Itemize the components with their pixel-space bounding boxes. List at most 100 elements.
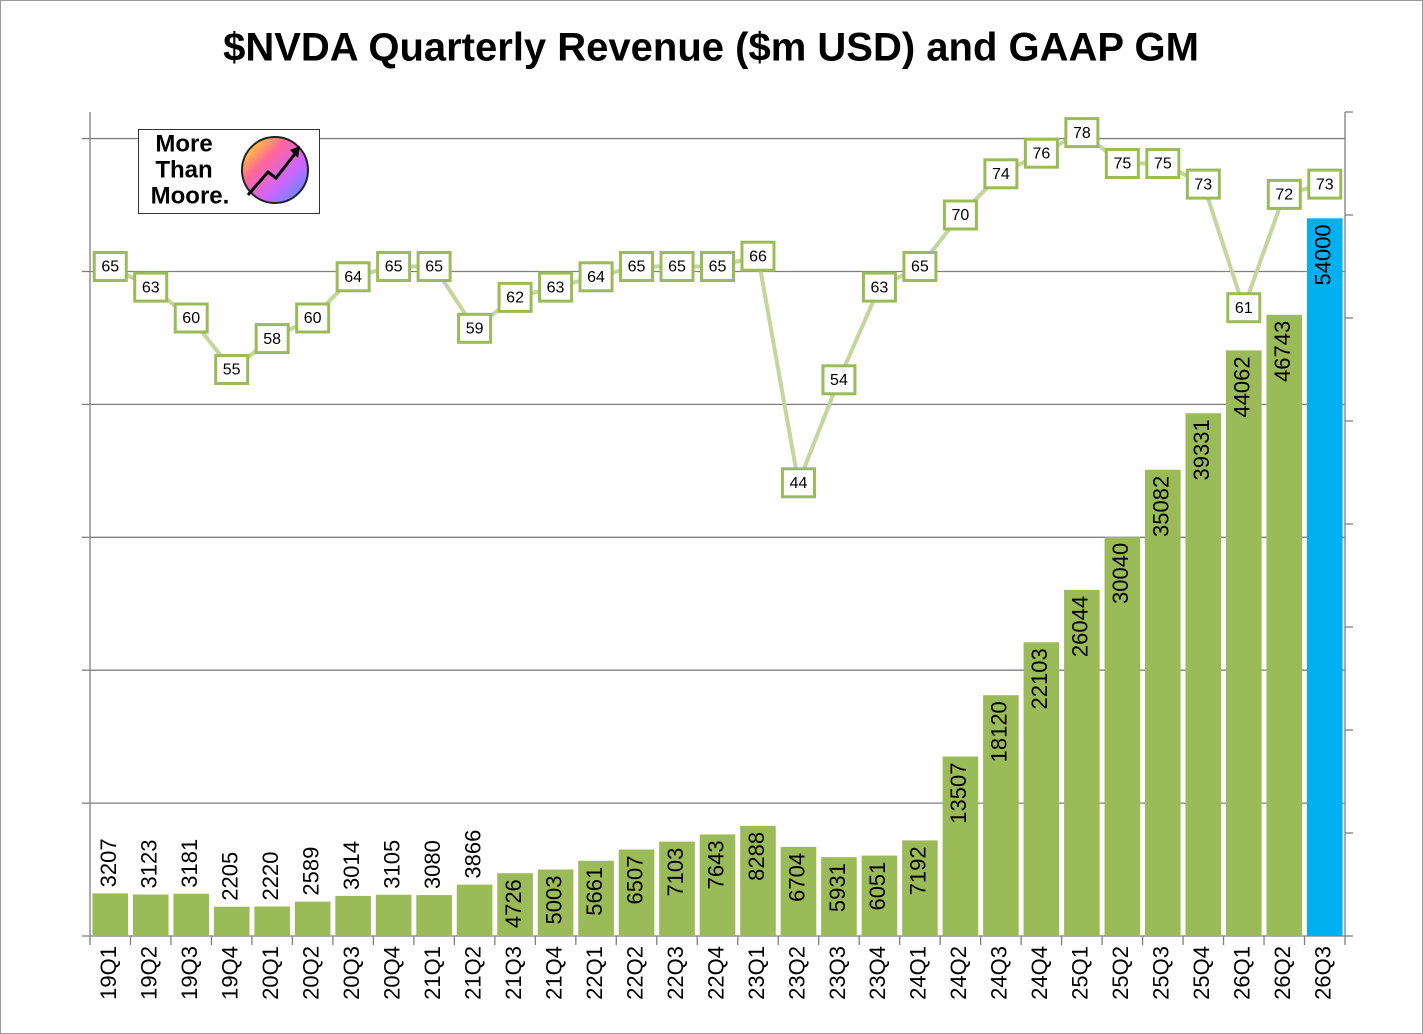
x-tick-label: 20Q2 bbox=[298, 946, 323, 1000]
x-tick-label: 25Q4 bbox=[1189, 946, 1214, 1000]
x-tick-label: 22Q4 bbox=[703, 946, 728, 1000]
bar-value-label: 6051 bbox=[865, 862, 890, 911]
bar bbox=[416, 895, 452, 936]
bar bbox=[699, 834, 736, 936]
bar bbox=[456, 884, 493, 936]
x-tick-label: 20Q3 bbox=[339, 946, 364, 1000]
bar-value-label: 22103 bbox=[1027, 648, 1052, 709]
gm-marker bbox=[1307, 168, 1343, 200]
bar bbox=[1104, 536, 1141, 936]
gm-marker bbox=[335, 261, 371, 293]
bar-value-label: 2205 bbox=[218, 852, 243, 901]
bar-value-label: 6507 bbox=[622, 856, 647, 905]
gm-marker bbox=[457, 312, 493, 344]
bar bbox=[1023, 642, 1060, 936]
bar-value-label: 2220 bbox=[258, 852, 283, 901]
bar bbox=[294, 901, 331, 936]
bar bbox=[497, 873, 533, 936]
gm-value-label: 44 bbox=[790, 475, 808, 492]
gm-value-label: 65 bbox=[628, 259, 646, 276]
gm-marker bbox=[497, 281, 533, 313]
bar-value-label: 18120 bbox=[987, 701, 1012, 762]
gm-value-label: 78 bbox=[1073, 125, 1091, 142]
gm-marker bbox=[214, 354, 250, 385]
bar-value-label: 26044 bbox=[1068, 596, 1093, 657]
gm-marker bbox=[538, 271, 574, 303]
x-tick-label: 21Q2 bbox=[460, 946, 485, 1000]
gm-value-label: 54 bbox=[830, 372, 848, 389]
bar-value-label: 3080 bbox=[420, 840, 445, 889]
gm-value-label: 76 bbox=[1032, 145, 1050, 162]
gm-marker bbox=[861, 271, 897, 303]
gm-marker bbox=[416, 251, 452, 282]
bar-value-label: 7192 bbox=[906, 846, 931, 895]
bar bbox=[983, 695, 1019, 936]
x-tick-label: 24Q2 bbox=[946, 946, 971, 1000]
x-tick-label: 25Q2 bbox=[1108, 946, 1133, 1000]
x-tick-label: 23Q2 bbox=[784, 946, 809, 1000]
gm-value-label: 60 bbox=[182, 310, 200, 327]
chart-title: $NVDA Quarterly Revenue ($m USD) and GAA… bbox=[223, 26, 1199, 70]
gm-marker bbox=[1266, 178, 1302, 210]
gm-marker bbox=[1064, 117, 1100, 149]
bar bbox=[213, 906, 250, 936]
gm-marker bbox=[295, 302, 331, 334]
x-tick-label: 24Q3 bbox=[987, 946, 1012, 1000]
bar bbox=[173, 893, 210, 936]
logo-arrowhead bbox=[290, 146, 300, 158]
bar-value-label: 7103 bbox=[663, 848, 688, 897]
x-tick-label: 26Q3 bbox=[1311, 946, 1336, 1000]
x-tick-label: 22Q2 bbox=[622, 946, 647, 1000]
gm-value-label: 72 bbox=[1275, 187, 1293, 204]
gm-value-label: 65 bbox=[101, 259, 119, 276]
x-tick-label: 26Q2 bbox=[1270, 946, 1295, 1000]
bar-value-label: 3181 bbox=[177, 839, 202, 888]
x-tick-label: 24Q1 bbox=[906, 946, 931, 1000]
x-tick-label: 21Q1 bbox=[420, 946, 445, 1000]
x-tick-label: 26Q1 bbox=[1230, 946, 1255, 1000]
gm-marker bbox=[942, 199, 978, 231]
bar-value-label: 3014 bbox=[339, 841, 364, 890]
bar bbox=[902, 840, 938, 936]
x-tick-label: 19Q3 bbox=[177, 946, 202, 1000]
gm-marker bbox=[376, 251, 412, 282]
bar-value-label: 39331 bbox=[1189, 419, 1214, 480]
bar-value-label: 3866 bbox=[460, 830, 485, 879]
gm-value-label: 64 bbox=[344, 269, 362, 286]
bar bbox=[578, 860, 614, 936]
gm-value-label: 64 bbox=[587, 269, 605, 286]
gm-marker bbox=[619, 251, 655, 282]
bar bbox=[780, 846, 817, 936]
gm-marker bbox=[1023, 137, 1059, 169]
x-tick-label: 19Q4 bbox=[218, 946, 243, 1000]
x-tick-label: 20Q1 bbox=[258, 946, 283, 1000]
gm-marker bbox=[1185, 168, 1221, 200]
gm-value-label: 60 bbox=[304, 310, 322, 327]
logo-arrow bbox=[246, 149, 300, 196]
gm-value-label: 66 bbox=[749, 248, 767, 265]
logo: More Than Moore. bbox=[138, 129, 320, 214]
bar bbox=[821, 857, 857, 936]
gm-value-label: 62 bbox=[506, 290, 524, 307]
bar bbox=[132, 894, 169, 936]
gm-marker bbox=[902, 251, 938, 282]
gm-value-label: 65 bbox=[911, 259, 929, 276]
bar bbox=[740, 825, 776, 936]
bar bbox=[1225, 350, 1262, 936]
x-tick-label: 19Q2 bbox=[137, 946, 162, 1000]
bar bbox=[1266, 314, 1303, 936]
gm-value-label: 75 bbox=[1113, 156, 1131, 173]
bar-value-label: 8288 bbox=[744, 832, 769, 881]
gm-marker bbox=[254, 323, 290, 355]
x-tick-label: 23Q4 bbox=[865, 946, 890, 1000]
gm-marker bbox=[983, 158, 1019, 190]
bar bbox=[537, 869, 574, 936]
bar-value-label: 6704 bbox=[784, 853, 809, 902]
bar-value-label: 35082 bbox=[1149, 476, 1174, 537]
gm-value-label: 65 bbox=[709, 259, 727, 276]
x-tick-label: 20Q4 bbox=[379, 946, 404, 1000]
gm-value-label: 65 bbox=[668, 259, 686, 276]
bar bbox=[335, 895, 371, 936]
gm-value-label: 63 bbox=[547, 279, 565, 296]
